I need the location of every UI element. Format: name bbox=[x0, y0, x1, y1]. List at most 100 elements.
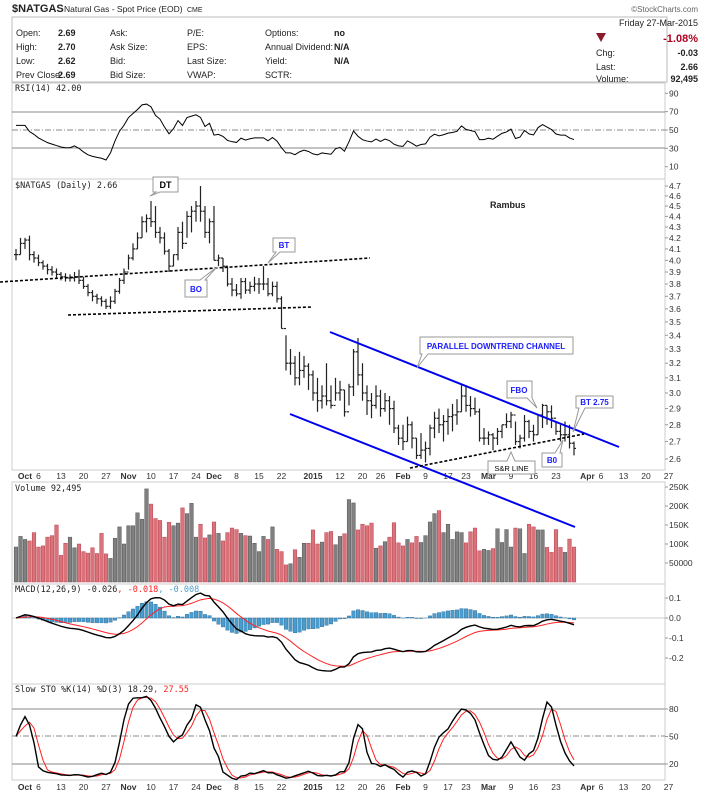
volume-bar bbox=[499, 542, 505, 583]
macd-histogram-bar bbox=[347, 615, 352, 619]
date-axis-label: 6 bbox=[36, 471, 41, 481]
volume-bar bbox=[139, 519, 145, 583]
symbol: $NATGAS bbox=[12, 3, 64, 15]
price-bar bbox=[225, 265, 230, 287]
macd-histogram-bar bbox=[266, 617, 271, 625]
macd-histogram-bar bbox=[302, 617, 307, 631]
price-bar bbox=[387, 396, 392, 425]
exchange: CME bbox=[187, 7, 203, 14]
volume-bar bbox=[301, 542, 307, 583]
callout-bt275: BT 2.75 bbox=[572, 395, 614, 433]
price-bar bbox=[234, 283, 239, 297]
volume-bar bbox=[121, 543, 127, 583]
callout-bt: BT bbox=[267, 237, 296, 264]
macd-histogram-bar bbox=[473, 610, 478, 619]
price-bar bbox=[527, 419, 531, 439]
volume-bar bbox=[526, 523, 532, 583]
volume-bar bbox=[414, 536, 419, 583]
volume-label: Volume: bbox=[596, 74, 629, 84]
volume-bar bbox=[225, 532, 230, 583]
price-bar bbox=[572, 441, 576, 456]
date-axis-label: Nov bbox=[120, 471, 136, 481]
price-bar bbox=[293, 356, 297, 386]
volume-bar bbox=[184, 513, 190, 583]
volume-bar bbox=[373, 547, 379, 583]
volume-axis-tick-label: 150K bbox=[669, 520, 689, 530]
price-bar bbox=[194, 200, 198, 222]
price-axis-tick-label: 2.9 bbox=[669, 404, 681, 414]
volume-bar bbox=[508, 546, 514, 583]
price-bar bbox=[315, 377, 320, 412]
volume-bar bbox=[279, 551, 284, 583]
header-box bbox=[11, 16, 668, 83]
sto-axis-tick-label: 20 bbox=[669, 759, 679, 769]
volume-bar bbox=[54, 524, 59, 583]
price-bar bbox=[554, 417, 558, 435]
price-bar bbox=[549, 405, 554, 429]
macd-histogram-bar bbox=[293, 617, 298, 634]
copyright: ©StockCharts.com bbox=[631, 5, 698, 14]
macd-histogram-bar bbox=[558, 616, 563, 619]
volume-bar bbox=[553, 529, 559, 583]
date-axis-label: 6 bbox=[599, 782, 604, 792]
price-axis-tick-label: 2.6 bbox=[669, 454, 681, 464]
macd-histogram-bar bbox=[59, 617, 64, 623]
date-axis-label: 6 bbox=[599, 471, 604, 481]
low-value: 2.62 bbox=[58, 56, 76, 66]
price-bar bbox=[513, 414, 518, 445]
macd-histogram-bar bbox=[284, 617, 289, 630]
prev-close-value: 2.69 bbox=[58, 70, 76, 80]
date-axis-label: Apr bbox=[580, 471, 595, 481]
macd-axis-tick-label: 0.0 bbox=[669, 613, 681, 623]
date-axis-label: 16 bbox=[529, 471, 539, 481]
macd-histogram-bar bbox=[338, 617, 343, 620]
volume-bar bbox=[153, 518, 158, 583]
price-bar bbox=[162, 232, 167, 255]
price-bar bbox=[86, 283, 90, 297]
price-axis-tick-label: 3.2 bbox=[669, 358, 681, 368]
volume-bar bbox=[432, 513, 437, 583]
price-bar bbox=[90, 290, 95, 302]
macd-histogram-bar bbox=[464, 608, 469, 619]
price-bar bbox=[167, 248, 171, 273]
price-bar bbox=[203, 206, 207, 238]
volume-bar bbox=[252, 542, 257, 583]
volume-bar bbox=[40, 545, 46, 583]
rsi-axis-tick-label: 90 bbox=[669, 88, 679, 98]
price-bar bbox=[216, 254, 221, 267]
price-bar bbox=[36, 254, 41, 267]
macd-histogram-bar bbox=[486, 616, 491, 619]
volume-bar bbox=[202, 537, 208, 583]
volume-bar bbox=[274, 549, 280, 583]
macd-histogram-bar bbox=[360, 610, 365, 619]
rsi-axis-tick-label: 10 bbox=[669, 162, 679, 172]
volume-bar bbox=[67, 536, 73, 583]
macd-histogram-bar bbox=[383, 613, 388, 619]
rsi-axis-tick-label: 30 bbox=[669, 143, 679, 153]
volume-bar bbox=[531, 526, 536, 583]
macd-histogram-bar bbox=[437, 612, 442, 619]
volume-bar bbox=[288, 563, 293, 583]
volume-bar bbox=[243, 535, 248, 583]
macd-histogram-bar bbox=[518, 617, 523, 619]
price-bar bbox=[45, 263, 50, 275]
price-bar bbox=[104, 298, 108, 309]
volume-bar bbox=[162, 536, 167, 583]
macd-histogram-bar bbox=[450, 610, 455, 619]
date-axis-label: 16 bbox=[529, 782, 539, 792]
macd-histogram-bar bbox=[108, 617, 113, 623]
volume-bar bbox=[76, 543, 82, 583]
price-axis-tick-label: 4.3 bbox=[669, 222, 681, 232]
volume-bar bbox=[72, 547, 77, 583]
price-bar bbox=[396, 424, 401, 445]
macd-histogram-bar bbox=[198, 611, 203, 619]
volume-bar bbox=[387, 536, 392, 583]
volume-bar bbox=[157, 520, 163, 583]
date-axis-label: Feb bbox=[395, 471, 410, 481]
date-axis-label: Mar bbox=[481, 782, 497, 792]
volume-bar bbox=[558, 547, 563, 583]
date-axis-label: 17 bbox=[443, 782, 453, 792]
price-bar bbox=[248, 281, 252, 294]
macd-histogram-bar bbox=[428, 615, 433, 619]
volume-bar bbox=[423, 535, 428, 583]
